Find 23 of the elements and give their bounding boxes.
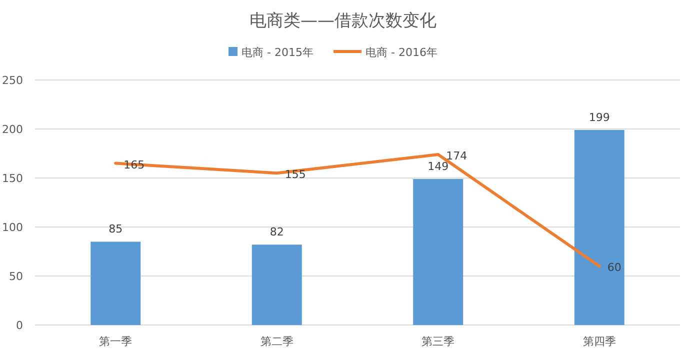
bar	[90, 242, 141, 325]
x-tick-label: 第二季	[260, 335, 294, 348]
data-label: 60	[607, 261, 622, 274]
x-tick-label: 第一季	[99, 335, 132, 348]
data-label: 199	[588, 110, 610, 124]
x-tick-label: 第三季	[422, 335, 455, 348]
legend-label: 电商 - 2015年	[242, 46, 314, 59]
data-label: 82	[270, 226, 284, 239]
y-tick-label: 50	[9, 270, 23, 283]
y-tick-label: 100	[2, 221, 23, 234]
data-label: 174	[446, 149, 468, 162]
bar	[413, 178, 464, 325]
bar	[252, 244, 302, 325]
x-tick-label: 第四季	[582, 335, 616, 348]
legend-label: 电商 - 2016年	[366, 46, 438, 59]
chart-title: 电商类——借款次数变化	[250, 11, 436, 31]
y-tick-label: 200	[2, 123, 23, 136]
y-tick-label: 250	[2, 74, 23, 87]
bar	[574, 130, 624, 325]
data-label: 149	[428, 160, 449, 173]
y-tick-label: 150	[2, 172, 23, 185]
y-tick-label: 0	[16, 319, 23, 332]
data-label: 85	[108, 222, 123, 236]
